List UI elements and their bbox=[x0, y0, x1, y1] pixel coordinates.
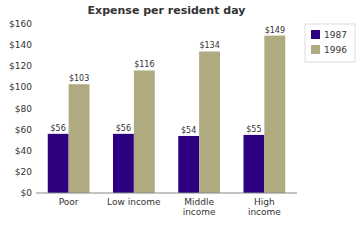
y-tick-label: $100 bbox=[9, 82, 32, 92]
data-label: $149 bbox=[265, 26, 285, 35]
x-tick-label: Low income bbox=[107, 197, 161, 207]
legend-label: 1996 bbox=[324, 45, 347, 55]
data-label: $134 bbox=[199, 41, 219, 50]
data-label: $116 bbox=[134, 60, 154, 69]
x-tick-label: Highincome bbox=[248, 197, 281, 217]
page: {"chart_data": {"type": "bar", "title": … bbox=[0, 0, 361, 225]
data-label: $103 bbox=[69, 74, 89, 83]
bar bbox=[69, 84, 90, 193]
bars bbox=[48, 36, 286, 193]
bar bbox=[113, 134, 134, 193]
chart-svg: Expense per resident day $0 $20 $40 $60 $80 $1… bbox=[0, 0, 361, 225]
bar bbox=[243, 135, 264, 193]
x-tick-label: Middleincome bbox=[183, 197, 216, 217]
data-label: $56 bbox=[51, 124, 66, 133]
title: Expense per resident day bbox=[88, 4, 246, 17]
x-tick-label-line: income bbox=[183, 207, 216, 217]
x-tick-label-line: Poor bbox=[59, 197, 79, 207]
bar bbox=[48, 134, 69, 193]
x-axis-line bbox=[36, 193, 297, 194]
data-label: $55 bbox=[246, 125, 261, 134]
bar bbox=[264, 36, 285, 193]
x-tick-label: Poor bbox=[59, 197, 79, 207]
y-tick-label: $0 bbox=[21, 188, 33, 198]
y-tick-label: $40 bbox=[15, 146, 32, 156]
legend-frame bbox=[305, 24, 355, 62]
x-tick-label-line: income bbox=[248, 207, 281, 217]
bar bbox=[134, 70, 155, 193]
legend: 1987 1996 bbox=[305, 24, 355, 62]
x-tick-label-line: Middle bbox=[184, 197, 214, 207]
y-tick-label: $120 bbox=[9, 61, 32, 71]
y-tick-label: $20 bbox=[15, 167, 32, 177]
legend-swatch bbox=[311, 30, 320, 39]
bar bbox=[178, 136, 199, 193]
x-tick-label-line: Low income bbox=[107, 197, 161, 207]
y-tick-label: $140 bbox=[9, 40, 32, 50]
legend-swatch bbox=[311, 45, 320, 54]
legend-label: 1987 bbox=[324, 30, 347, 40]
y-tick-label: $160 bbox=[9, 19, 32, 29]
y-tick-label: $60 bbox=[15, 125, 32, 135]
data-label: $56 bbox=[116, 124, 131, 133]
bar bbox=[199, 51, 220, 193]
y-tick-label: $80 bbox=[15, 104, 32, 114]
x-tick-label-line: High bbox=[254, 197, 275, 207]
data-label: $54 bbox=[181, 126, 196, 135]
chart-container: Expense per resident day $0 $20 $40 $60 $80 $1… bbox=[0, 0, 361, 225]
data-labels: $56 $56 $54 $55 $103 $116 $134 $149 bbox=[51, 26, 285, 135]
